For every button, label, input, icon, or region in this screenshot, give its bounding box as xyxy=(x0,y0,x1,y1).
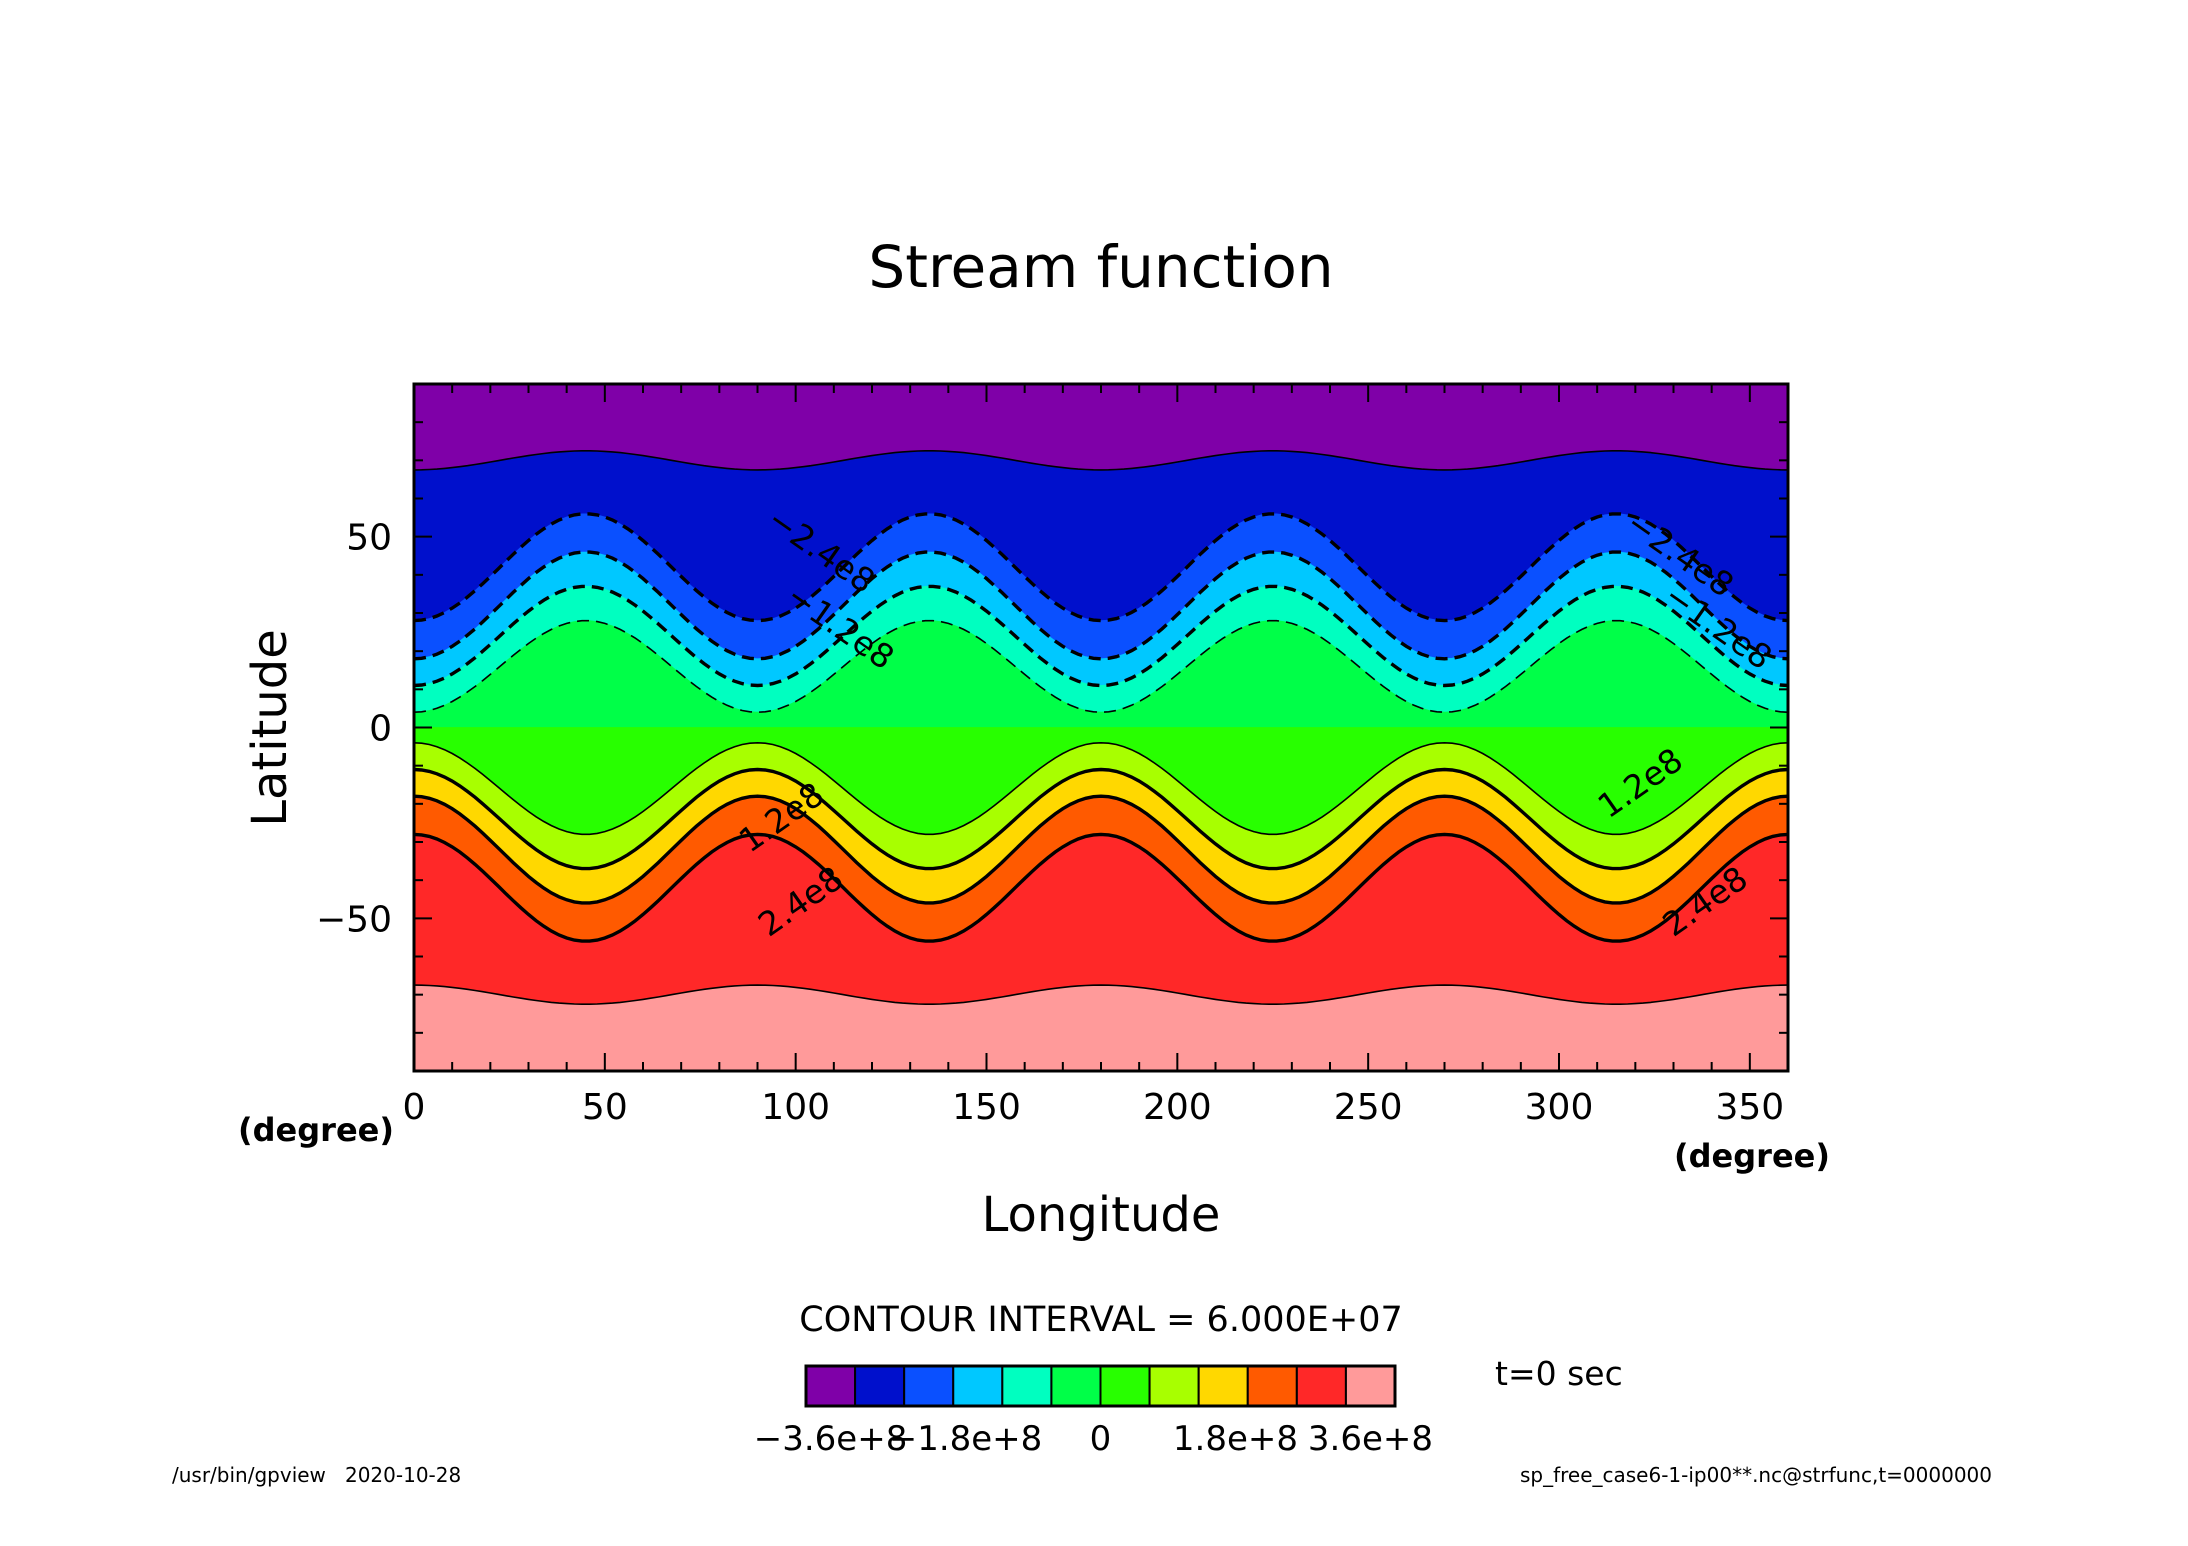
colorbar-swatch-4 xyxy=(1001,1365,1053,1407)
x-tick-label: 50 xyxy=(582,1087,628,1128)
colorbar-frame xyxy=(804,1364,1397,1408)
colorbar-tick-label: −3.6e+8 xyxy=(754,1419,908,1459)
y-tick-label: 50 xyxy=(346,518,392,559)
colorbar-swatch-10 xyxy=(1295,1365,1347,1407)
contour-line-7 xyxy=(414,794,1788,905)
contour-line-6 xyxy=(414,767,1788,871)
contour-line-8 xyxy=(414,832,1788,943)
colorbar-tick-labels: −3.6e+8−1.8e+8 0 1.8e+8 3.6e+8 xyxy=(754,1419,1433,1459)
footer-left: /usr/bin/gpview 2020-10-28 xyxy=(172,1463,461,1487)
colorbar-tick-label: 1.8e+8 xyxy=(1173,1419,1298,1459)
contour-interval-label: CONTOUR INTERVAL = 6.000E+07 xyxy=(799,1300,1402,1340)
colorbar-tick-label: 3.6e+8 xyxy=(1308,1419,1433,1459)
colorbar-swatch-8 xyxy=(1197,1365,1249,1407)
colorbar-swatch-3 xyxy=(952,1365,1004,1407)
contour-lines xyxy=(414,450,1788,1005)
x-tick-labels: 0 50 100 150 200 250 300 350 xyxy=(403,1087,1785,1128)
filled-contour-regions xyxy=(414,384,1788,1071)
colorbar-swatch-5 xyxy=(1050,1365,1102,1407)
colorbar-swatch-11 xyxy=(1344,1365,1396,1407)
footer-right: sp_free_case6-1-ip00**.nc@strfunc,t=0000… xyxy=(1520,1463,1992,1487)
x-unit-right: (degree) xyxy=(1674,1137,1830,1175)
axis-ticks xyxy=(413,383,1789,1072)
colorbar-tick-label: 0 xyxy=(1090,1419,1112,1459)
x-tick-label: 150 xyxy=(952,1087,1021,1128)
x-unit-left: (degree) xyxy=(238,1111,394,1149)
contour-line-2 xyxy=(414,550,1788,661)
y-tick-label: 0 xyxy=(369,709,392,750)
contour-line-9 xyxy=(414,984,1788,1005)
y-axis-label: Latitude xyxy=(242,629,298,827)
x-tick-label: 250 xyxy=(1334,1087,1403,1128)
y-tick-label: −50 xyxy=(316,899,392,940)
x-tick-label: 300 xyxy=(1525,1087,1594,1128)
contour-line-0 xyxy=(414,450,1788,471)
x-tick-label: 350 xyxy=(1715,1087,1784,1128)
colorbar-swatch-6 xyxy=(1099,1365,1151,1407)
colorbar-swatch-2 xyxy=(903,1365,955,1407)
contour-line-3 xyxy=(414,584,1788,688)
colorbar-swatch-1 xyxy=(854,1365,906,1407)
colorbar-tick-label: −1.8e+8 xyxy=(889,1419,1043,1459)
colorbar-swatch-9 xyxy=(1246,1365,1298,1407)
x-tick-label: 200 xyxy=(1143,1087,1212,1128)
contour-line-1 xyxy=(414,512,1788,623)
colorbar xyxy=(804,1364,1397,1408)
chart-title: Stream function xyxy=(868,233,1333,301)
colorbar-swatch-0 xyxy=(805,1365,857,1407)
time-label: t=0 sec xyxy=(1495,1354,1623,1393)
x-axis-label: Longitude xyxy=(982,1187,1221,1243)
x-tick-label: 100 xyxy=(761,1087,830,1128)
x-tick-label: 0 xyxy=(403,1087,426,1128)
colorbar-swatch-7 xyxy=(1148,1365,1200,1407)
y-tick-labels: −50 0 50 xyxy=(316,518,392,941)
contour-line-5 xyxy=(414,741,1788,836)
